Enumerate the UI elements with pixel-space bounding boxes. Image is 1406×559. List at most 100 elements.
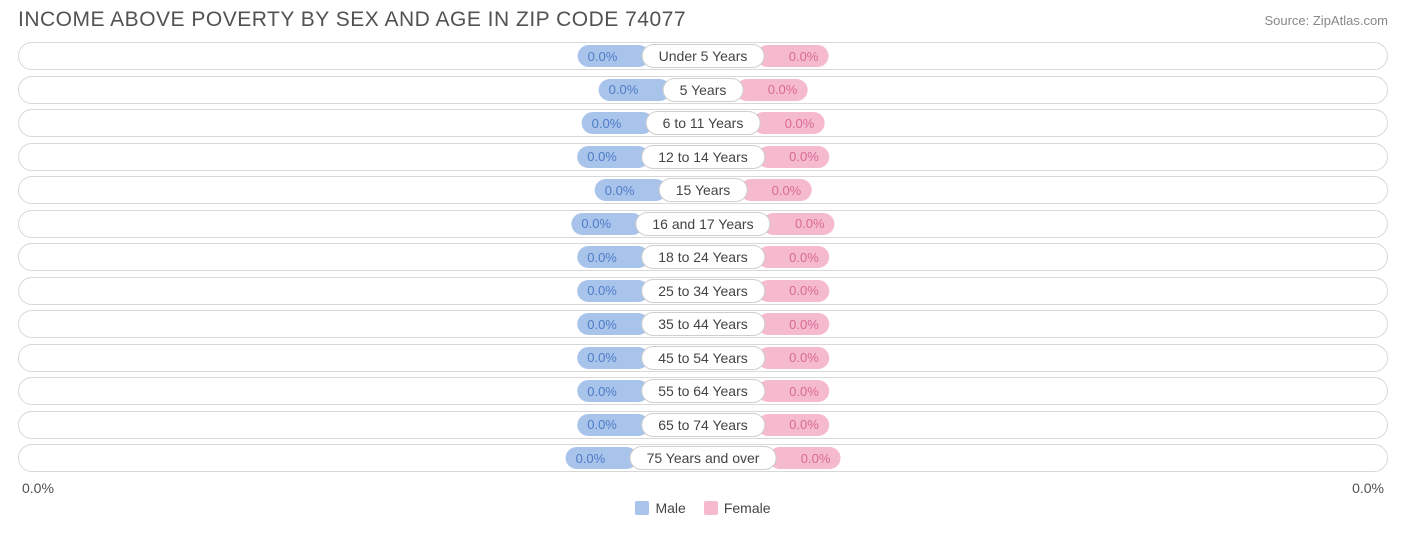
female-value: 0.0%	[789, 417, 819, 432]
row-center-cluster: 0.0% 16 and 17 Years 0.0%	[571, 213, 834, 235]
female-bar: 0.0%	[756, 45, 828, 67]
male-bar: 0.0%	[577, 280, 649, 302]
legend-female-label: Female	[724, 500, 771, 516]
category-label: 35 to 44 Years	[641, 312, 765, 336]
category-label: Under 5 Years	[642, 44, 765, 68]
male-bar: 0.0%	[577, 380, 649, 402]
chart-title: INCOME ABOVE POVERTY BY SEX AND AGE IN Z…	[18, 8, 686, 32]
axis-right-label: 0.0%	[1352, 480, 1384, 496]
female-bar: 0.0%	[757, 380, 829, 402]
chart-header: INCOME ABOVE POVERTY BY SEX AND AGE IN Z…	[0, 0, 1406, 42]
chart-row: 0.0% 5 Years 0.0%	[18, 76, 1388, 104]
female-bar: 0.0%	[757, 313, 829, 335]
row-center-cluster: 0.0%12 to 14 Years0.0%	[577, 146, 829, 168]
female-bar: 0.0%	[757, 146, 829, 168]
male-bar: 0.0%	[577, 313, 649, 335]
category-label: 18 to 24 Years	[641, 245, 765, 269]
male-bar: 0.0%	[595, 179, 667, 201]
male-value: 0.0%	[581, 216, 611, 231]
legend-female-swatch-icon	[704, 501, 718, 515]
chart-row: 0.0% 55 to 64 Years 0.0%	[18, 377, 1388, 405]
chart-area: 0.0%Under 5 Years0.0%0.0%5 Years0.0%0.0%…	[0, 42, 1406, 516]
female-value: 0.0%	[785, 116, 815, 131]
chart-row: 0.0% 6 to 11 Years 0.0%	[18, 109, 1388, 137]
legend-male-swatch-icon	[635, 501, 649, 515]
female-value: 0.0%	[789, 350, 819, 365]
chart-row: 0.0%15 Years0.0%	[18, 176, 1388, 204]
row-center-cluster: 0.0% 65 to 74 Years 0.0%	[577, 414, 829, 436]
row-center-cluster: 0.0%15 Years0.0%	[595, 179, 812, 201]
female-value: 0.0%	[789, 49, 819, 64]
category-label: 6 to 11 Years	[646, 111, 761, 135]
chart-source: Source: ZipAtlas.com	[1264, 13, 1388, 28]
female-value: 0.0%	[789, 149, 819, 164]
female-value: 0.0%	[789, 283, 819, 298]
female-bar: 0.0%	[739, 179, 811, 201]
male-value: 0.0%	[609, 82, 639, 97]
row-center-cluster: 0.0% 55 to 64 Years 0.0%	[577, 380, 829, 402]
male-bar: 0.0%	[566, 447, 638, 469]
category-label: 75 Years and over	[630, 446, 777, 470]
chart-legend: Male Female	[18, 496, 1388, 516]
female-bar: 0.0%	[757, 246, 829, 268]
chart-row: 0.0% Under 5 Years 0.0%	[18, 42, 1388, 70]
female-bar: 0.0%	[757, 347, 829, 369]
male-bar: 0.0%	[578, 45, 650, 67]
row-center-cluster: 0.0% 6 to 11 Years 0.0%	[582, 112, 825, 134]
chart-row: 0.0% 25 to 34 Years 0.0%	[18, 277, 1388, 305]
row-center-cluster: 0.0% 18 to 24 Years 0.0%	[577, 246, 829, 268]
female-value: 0.0%	[801, 451, 831, 466]
male-value: 0.0%	[587, 350, 617, 365]
category-label: 65 to 74 Years	[641, 413, 765, 437]
category-label: 55 to 64 Years	[641, 379, 765, 403]
male-bar: 0.0%	[577, 414, 649, 436]
row-center-cluster: 0.0%45 to 54 Years0.0%	[577, 347, 829, 369]
male-value: 0.0%	[587, 250, 617, 265]
male-bar: 0.0%	[577, 146, 649, 168]
legend-male: Male	[635, 500, 685, 516]
male-value: 0.0%	[576, 451, 606, 466]
row-center-cluster: 0.0% 25 to 34 Years 0.0%	[577, 280, 829, 302]
female-value: 0.0%	[795, 216, 825, 231]
chart-row: 0.0% 65 to 74 Years 0.0%	[18, 411, 1388, 439]
female-bar: 0.0%	[768, 447, 840, 469]
female-bar: 0.0%	[757, 280, 829, 302]
male-bar: 0.0%	[571, 213, 643, 235]
chart-row: 0.0%12 to 14 Years0.0%	[18, 143, 1388, 171]
female-bar: 0.0%	[735, 79, 807, 101]
legend-male-label: Male	[655, 500, 685, 516]
male-bar: 0.0%	[599, 79, 671, 101]
male-value: 0.0%	[592, 116, 622, 131]
male-bar: 0.0%	[577, 347, 649, 369]
female-value: 0.0%	[789, 317, 819, 332]
male-bar: 0.0%	[582, 112, 654, 134]
female-bar: 0.0%	[752, 112, 824, 134]
male-value: 0.0%	[587, 149, 617, 164]
chart-row: 0.0% 35 to 44 Years 0.0%	[18, 310, 1388, 338]
axis-row: 0.0%0.0%	[18, 478, 1388, 496]
row-center-cluster: 0.0% Under 5 Years 0.0%	[578, 45, 829, 67]
row-center-cluster: 0.0% 35 to 44 Years 0.0%	[577, 313, 829, 335]
category-label: 15 Years	[659, 178, 748, 202]
category-label: 16 and 17 Years	[635, 212, 770, 236]
legend-female: Female	[704, 500, 771, 516]
row-center-cluster: 0.0% 75 Years and over 0.0%	[566, 447, 841, 469]
male-value: 0.0%	[587, 317, 617, 332]
chart-row: 0.0% 75 Years and over 0.0%	[18, 444, 1388, 472]
chart-row: 0.0% 18 to 24 Years 0.0%	[18, 243, 1388, 271]
category-label: 25 to 34 Years	[641, 279, 765, 303]
male-bar: 0.0%	[577, 246, 649, 268]
category-label: 5 Years	[663, 78, 744, 102]
row-center-cluster: 0.0% 5 Years 0.0%	[599, 79, 808, 101]
chart-row: 0.0% 16 and 17 Years 0.0%	[18, 210, 1388, 238]
male-value: 0.0%	[605, 183, 635, 198]
female-value: 0.0%	[789, 384, 819, 399]
male-value: 0.0%	[588, 49, 618, 64]
female-bar: 0.0%	[757, 414, 829, 436]
female-bar: 0.0%	[763, 213, 835, 235]
male-value: 0.0%	[587, 283, 617, 298]
male-value: 0.0%	[587, 417, 617, 432]
female-value: 0.0%	[789, 250, 819, 265]
male-value: 0.0%	[587, 384, 617, 399]
female-value: 0.0%	[768, 82, 798, 97]
